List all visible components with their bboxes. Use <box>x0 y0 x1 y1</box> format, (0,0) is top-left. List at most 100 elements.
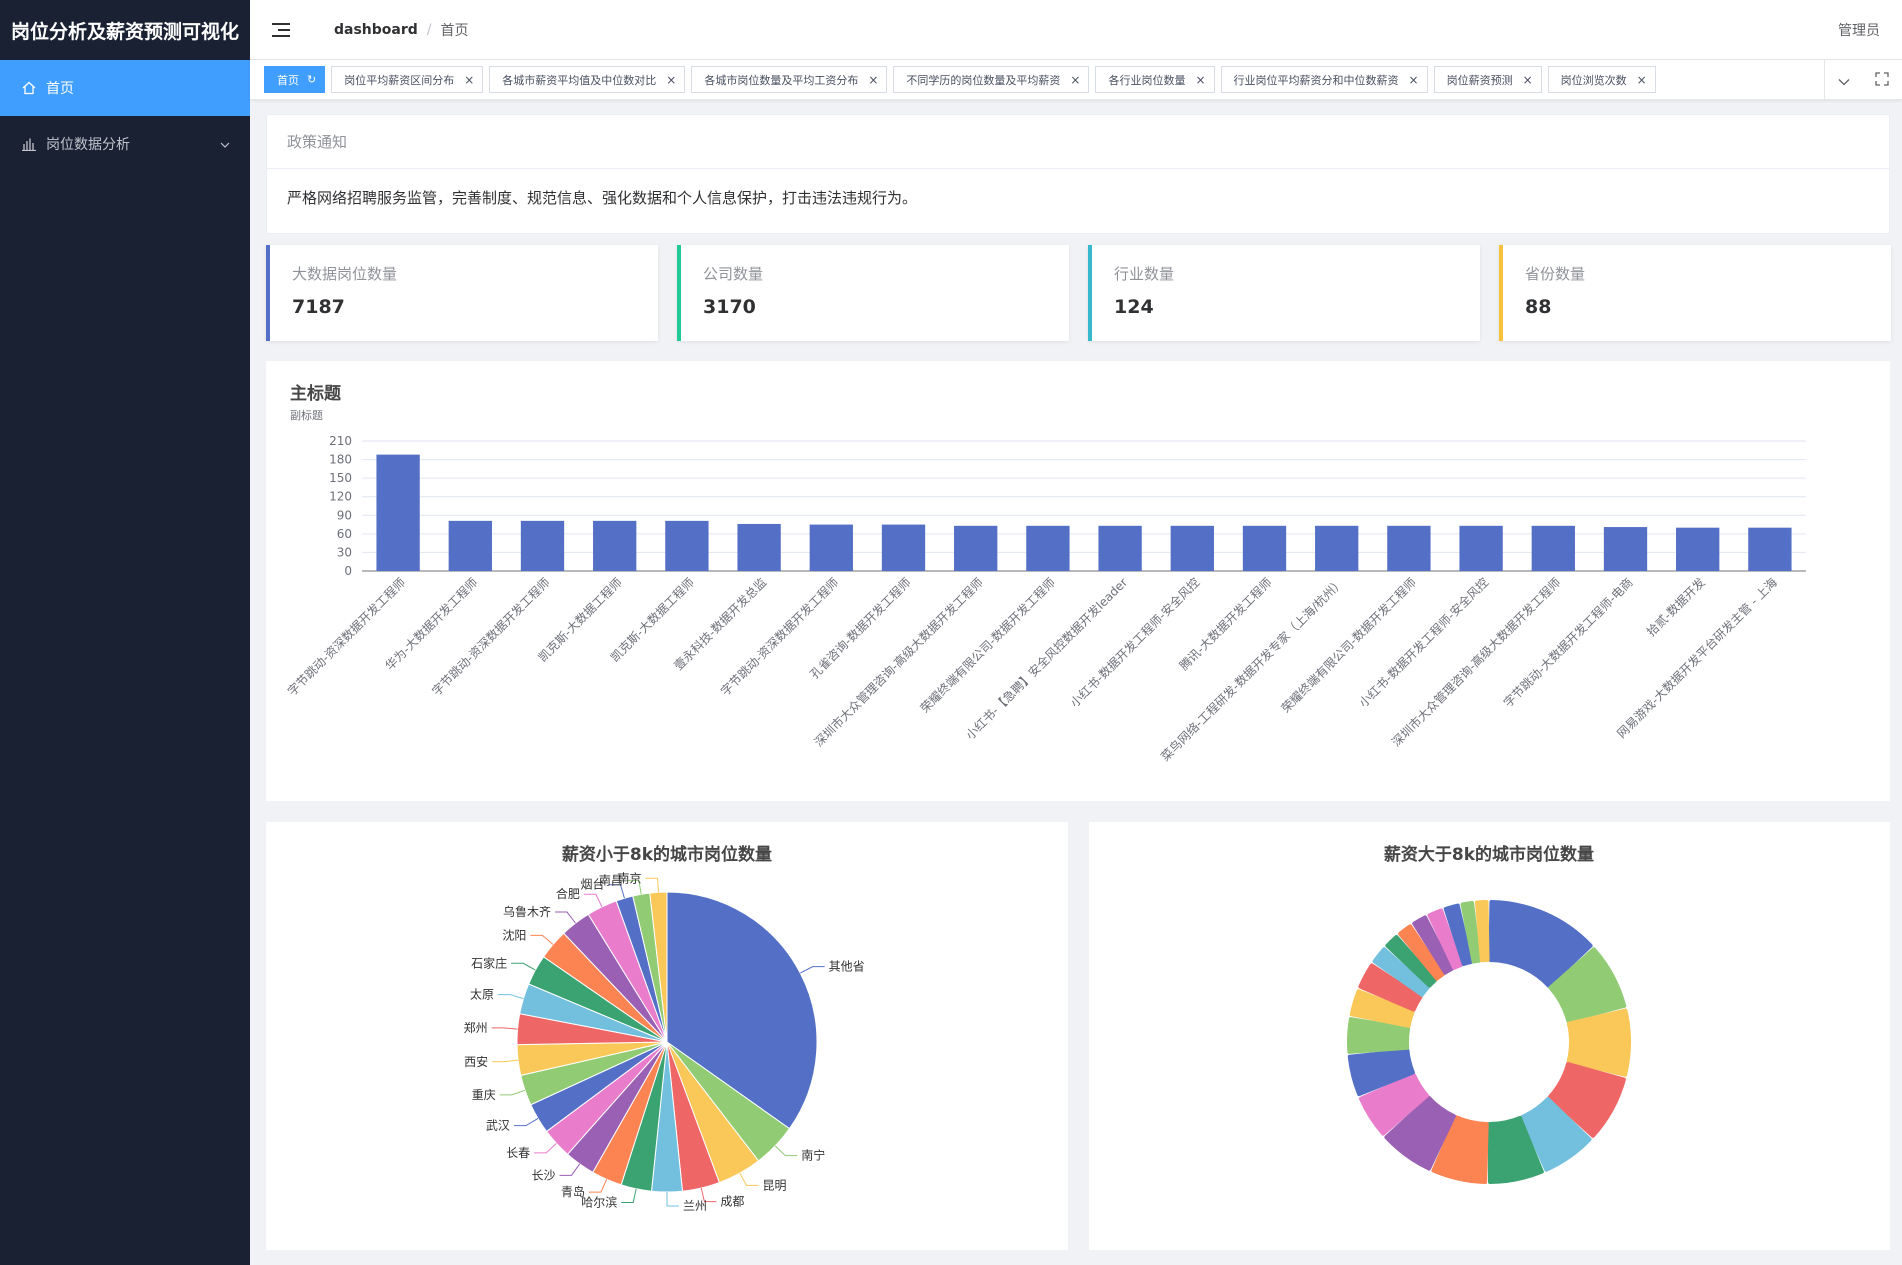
tag-item[interactable]: 不同学历的岗位数量及平均薪资 × <box>893 66 1090 93</box>
pie-label-line <box>774 1145 798 1157</box>
close-icon[interactable]: × <box>1195 72 1206 87</box>
donut-slice[interactable] <box>1347 1048 1415 1097</box>
pie-slice-label: 昆明 <box>763 1178 787 1192</box>
pie-slice-label: 青岛 <box>561 1184 585 1199</box>
bar-chart-icon <box>20 135 38 153</box>
donut-slice[interactable] <box>1488 900 1593 988</box>
donut-slice[interactable] <box>1487 1115 1544 1184</box>
bar[interactable] <box>1098 525 1142 571</box>
donut-slice[interactable] <box>1384 1095 1456 1171</box>
donut-slice[interactable] <box>1372 947 1430 997</box>
fullscreen-icon[interactable] <box>1875 71 1889 90</box>
tag-item[interactable]: 各城市岗位数量及平均工资分布 × <box>691 66 888 93</box>
stat-label: 行业数量 <box>1114 265 1175 283</box>
bar[interactable] <box>1387 525 1431 571</box>
sidebar-item-home[interactable]: 首页 <box>0 60 250 116</box>
pie-slice-label: 西安 <box>464 1054 488 1069</box>
tag-item[interactable]: 行业岗位平均薪资分和中位数薪资 × <box>1220 66 1428 93</box>
bar[interactable] <box>737 523 781 571</box>
close-icon[interactable]: × <box>464 72 475 87</box>
navbar: dashboard / 首页 管理员 <box>250 0 1902 60</box>
bar[interactable] <box>954 525 998 571</box>
donut-slice[interactable] <box>1566 1008 1631 1077</box>
tag-item[interactable]: 各城市薪资平均值及中位数对比 × <box>489 66 686 93</box>
stat-accent-bar <box>266 245 270 341</box>
close-icon[interactable]: × <box>666 72 677 87</box>
tag-label: 岗位浏览次数 <box>1560 73 1627 87</box>
close-icon[interactable]: × <box>868 72 879 87</box>
donut-slice[interactable] <box>1520 1097 1592 1172</box>
donut-slice[interactable] <box>1474 900 1490 963</box>
donut-slice[interactable] <box>1358 963 1423 1012</box>
pie-slice-label: 南昌 <box>599 872 623 887</box>
y-tick-label: 0 <box>344 564 352 578</box>
bar[interactable] <box>1242 525 1287 571</box>
donut-slice[interactable] <box>1547 1061 1626 1138</box>
bar[interactable] <box>1531 525 1575 571</box>
breadcrumb-separator: / <box>426 21 432 38</box>
bar[interactable] <box>1170 525 1214 571</box>
hamburger-icon[interactable] <box>272 22 290 37</box>
user-menu[interactable]: 管理员 <box>1838 22 1880 39</box>
donut-slice[interactable] <box>1548 947 1627 1023</box>
bar[interactable] <box>665 520 709 571</box>
sidebar-item-job-analysis[interactable]: 岗位数据分析 <box>0 116 250 172</box>
donut-slice[interactable] <box>1443 903 1473 967</box>
tag-item[interactable]: 岗位薪资预测 × <box>1433 66 1542 93</box>
pie-slice[interactable] <box>666 891 818 1130</box>
donut-slice[interactable] <box>1358 1073 1429 1136</box>
tag-item[interactable]: 各行业岗位数量 × <box>1095 66 1215 93</box>
bar[interactable] <box>448 520 492 571</box>
stat-card-companies: 公司数量 3170 <box>677 245 1069 341</box>
tag-item[interactable]: 岗位浏览次数 × <box>1547 66 1656 93</box>
tag-item[interactable]: 首页 ↻ <box>264 66 326 93</box>
pie-label-line <box>626 879 642 895</box>
pie-label-line <box>583 893 603 908</box>
refresh-icon[interactable]: ↻ <box>307 73 317 86</box>
bar[interactable] <box>1676 527 1720 571</box>
donut-slice[interactable] <box>1460 901 1482 964</box>
bar[interactable] <box>1603 527 1648 571</box>
chevron-down-icon[interactable] <box>1838 71 1850 90</box>
bar[interactable] <box>593 520 637 571</box>
bar[interactable] <box>1315 525 1359 571</box>
tag-item[interactable]: 岗位平均薪资区间分布 × <box>331 66 484 93</box>
pie-label-line <box>559 1163 581 1176</box>
donut-slice[interactable] <box>1398 924 1445 981</box>
tag-label: 岗位平均薪资区间分布 <box>344 73 455 87</box>
bar[interactable] <box>881 524 926 571</box>
pie-slice-label: 武汉 <box>486 1119 510 1133</box>
bar[interactable] <box>520 520 565 571</box>
bar[interactable] <box>1459 525 1503 571</box>
close-icon[interactable]: × <box>1522 72 1533 87</box>
close-icon[interactable]: × <box>1636 72 1647 87</box>
bar[interactable] <box>809 524 853 571</box>
pie-label-line <box>645 877 659 893</box>
close-icon[interactable]: × <box>1408 72 1419 87</box>
donut-slice[interactable] <box>1412 915 1454 975</box>
bar-chart: 主标题 副标题 0 30 60 90 120 150 180 210 字节跳动-资深数据开发工程… <box>284 383 1806 764</box>
x-tick-label: 小红书-【急聘】安全风控数据开发leader <box>962 574 1130 742</box>
pie-slice-label: 沈阳 <box>502 927 526 942</box>
bar[interactable] <box>1026 525 1070 571</box>
donut-slice[interactable] <box>1347 1017 1411 1054</box>
donut-slice[interactable] <box>1431 1115 1489 1184</box>
pie-label-line <box>554 911 576 924</box>
stat-accent-bar <box>1088 245 1092 341</box>
close-icon[interactable]: × <box>1070 72 1081 87</box>
bar[interactable] <box>1748 527 1792 571</box>
donut-slice[interactable] <box>1427 908 1463 970</box>
app-title: 岗位分析及薪资预测可视化 <box>10 20 239 43</box>
x-tick-label: 荣耀终端有限公司-数据开发工程师 <box>917 575 1058 716</box>
home-icon <box>20 79 38 97</box>
donut-slice[interactable] <box>1349 989 1415 1028</box>
pie-slice[interactable] <box>649 891 668 1043</box>
chart-subtitle: 副标题 <box>290 408 323 422</box>
breadcrumb-item-dashboard[interactable]: dashboard <box>334 21 418 38</box>
stat-card-provinces: 省份数量 88 <box>1499 245 1891 341</box>
pie-slice-label: 乌鲁木齐 <box>503 904 551 919</box>
donut-slice[interactable] <box>1385 934 1437 988</box>
tag-label: 行业岗位平均薪资分和中位数薪资 <box>1233 73 1399 87</box>
bar[interactable] <box>376 454 420 571</box>
